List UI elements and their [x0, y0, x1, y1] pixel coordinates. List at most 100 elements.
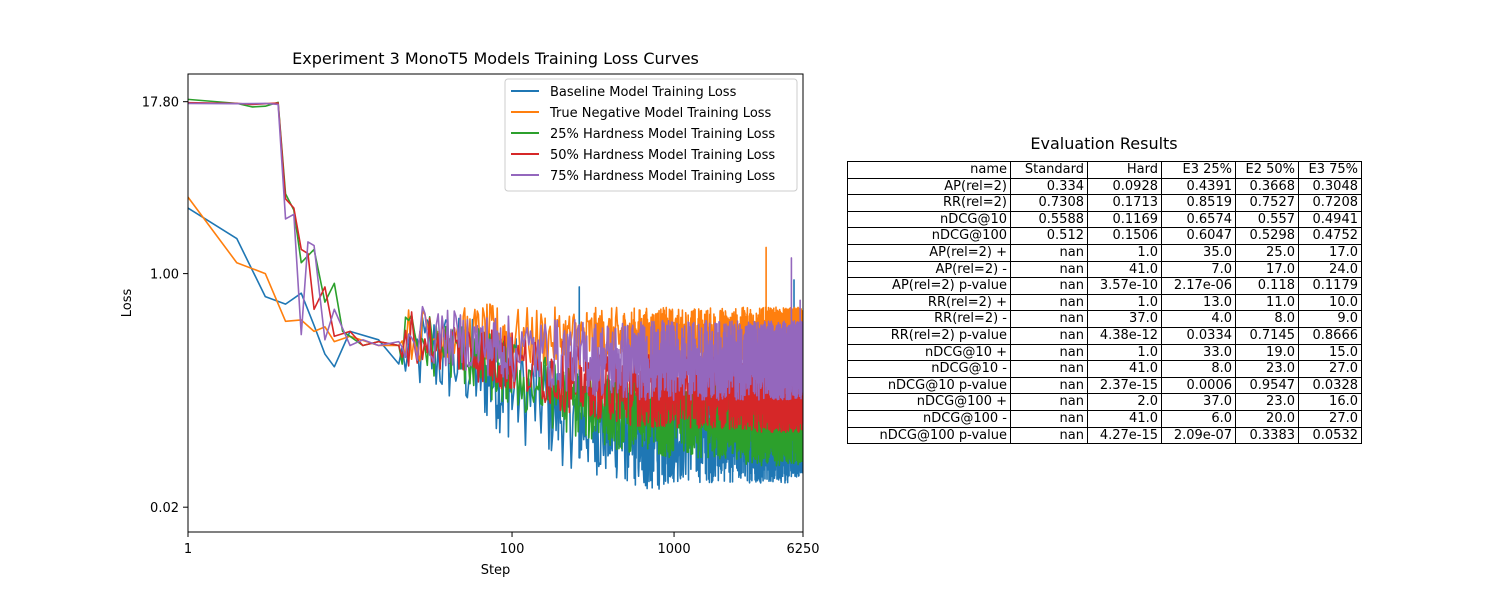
table-row: nDCG@100 p-value nan 4.27e-15 2.09e-07 0.338…: [847, 426, 1362, 445]
table-cell: 23.0: [1235, 360, 1299, 378]
table-cell: 0.4752: [1298, 227, 1362, 245]
table-cell: 2.37e-15: [1087, 376, 1162, 395]
table-cell: nan: [1010, 376, 1088, 395]
series-layer: [188, 98, 803, 490]
table-body: AP(rel=2) 0.334 0.0928 0.4391 0.3668 0.3048 RR…: [847, 177, 1362, 445]
x-tick-label: 1000: [658, 542, 691, 557]
table-row: nDCG@10 p-value nan 2.37e-15 0.0006 0.9547 0.…: [847, 376, 1362, 395]
table-header-cell: Standard: [1010, 161, 1088, 179]
table-cell: 27.0: [1298, 360, 1362, 378]
table-cell: 0.557: [1235, 210, 1299, 229]
series-line-4: [188, 102, 803, 401]
table-cell: 0.7145: [1235, 326, 1299, 345]
legend-label: Baseline Model Training Loss: [550, 85, 737, 100]
table-cell: 41.0: [1087, 360, 1162, 378]
table-cell: 0.1506: [1087, 227, 1162, 245]
plot-frame: [187, 73, 804, 533]
table-cell: 16.0: [1298, 393, 1362, 411]
table-cell: 0.9547: [1235, 376, 1299, 395]
legend-label: 50% Hardness Model Training Loss: [550, 148, 775, 163]
table-cell: nDCG@10 -: [847, 360, 1011, 378]
table-title: Evaluation Results: [1030, 134, 1178, 153]
legend-label: 75% Hardness Model Training Loss: [550, 169, 775, 184]
table-cell: 13.0: [1161, 293, 1236, 312]
y-tick-label: 1.00: [150, 268, 179, 283]
table-cell: nan: [1010, 326, 1088, 345]
table-cell: 0.512: [1010, 227, 1088, 245]
evaluation-results-table: name Standard Hard E3 25% E2 50% E3 75% AP(re…: [847, 161, 1362, 445]
table-cell: 25.0: [1235, 243, 1299, 262]
table-cell: nan: [1010, 260, 1088, 279]
table-cell: 20.0: [1235, 409, 1299, 428]
table-cell: 10.0: [1298, 293, 1362, 312]
table-cell: nan: [1010, 426, 1088, 445]
table-cell: 7.0: [1161, 260, 1236, 279]
table-cell: nan: [1010, 409, 1088, 428]
table-cell: 6.0: [1161, 409, 1236, 428]
table-cell: 37.0: [1161, 393, 1236, 411]
ticks-layer: 1 100 1000 6250 0.02 1.00 17.80: [142, 96, 820, 557]
table-cell: RR(rel=2) -: [847, 310, 1011, 328]
table-header-cell: E3 75%: [1298, 161, 1362, 179]
table-cell: 0.1179: [1298, 277, 1362, 295]
table-cell: nDCG@10 p-value: [847, 376, 1011, 395]
table-cell: 17.0: [1235, 260, 1299, 279]
table-cell: AP(rel=2) p-value: [847, 277, 1011, 295]
table-cell: 0.0328: [1298, 376, 1362, 395]
table-header-row: name Standard Hard E3 25% E2 50% E3 75%: [847, 161, 1362, 179]
table-cell: RR(rel=2) +: [847, 293, 1011, 312]
table-cell: 0.0334: [1161, 326, 1236, 345]
table-cell: AP(rel=2) +: [847, 243, 1011, 262]
table-row: AP(rel=2) 0.334 0.0928 0.4391 0.3668 0.3048: [847, 177, 1362, 196]
table-row: nDCG@10 - nan 41.0 8.0 23.0 27.0: [847, 360, 1362, 378]
table-cell: 0.118: [1235, 277, 1299, 295]
table-row: nDCG@100 0.512 0.1506 0.6047 0.5298 0.4752: [847, 227, 1362, 245]
table-row: RR(rel=2) p-value nan 4.38e-12 0.0334 0.7145…: [847, 326, 1362, 345]
table-cell: nan: [1010, 310, 1088, 328]
x-tick-label: 100: [500, 542, 525, 557]
table-cell: 0.3383: [1235, 426, 1299, 445]
table-cell: 0.7308: [1010, 194, 1088, 212]
table-cell: 17.0: [1298, 243, 1362, 262]
table-cell: 41.0: [1087, 409, 1162, 428]
table-row: AP(rel=2) + nan 1.0 35.0 25.0 17.0: [847, 243, 1362, 262]
table-cell: AP(rel=2): [847, 177, 1011, 196]
x-tick-label: 6250: [786, 542, 819, 557]
table-row: RR(rel=2) 0.7308 0.1713 0.8519 0.7527 0.7208: [847, 194, 1362, 212]
legend-label: True Negative Model Training Loss: [549, 106, 772, 121]
table-cell: 0.4391: [1161, 177, 1236, 196]
legend-box: [504, 78, 798, 192]
table-row: RR(rel=2) + nan 1.0 13.0 11.0 10.0: [847, 293, 1362, 312]
table-cell: 37.0: [1087, 310, 1162, 328]
table-row: RR(rel=2) - nan 37.0 4.0 8.0 9.0: [847, 310, 1362, 328]
table-cell: nan: [1010, 343, 1088, 362]
table-cell: AP(rel=2) -: [847, 260, 1011, 279]
table-cell: 0.1169: [1087, 210, 1162, 229]
table-cell: 8.0: [1161, 360, 1236, 378]
table-cell: 0.334: [1010, 177, 1088, 196]
chart-title: Experiment 3 MonoT5 Models Training Loss…: [292, 49, 699, 68]
table-cell: 9.0: [1298, 310, 1362, 328]
table-cell: 4.27e-15: [1087, 426, 1162, 445]
table-cell: 1.0: [1087, 243, 1162, 262]
table-cell: 2.0: [1087, 393, 1162, 411]
table-cell: nDCG@10 +: [847, 343, 1011, 362]
table-cell: nDCG@100 p-value: [847, 426, 1011, 445]
table-cell: nan: [1010, 393, 1088, 411]
table-cell: 0.1713: [1087, 194, 1162, 212]
x-tick-label: 1: [184, 542, 192, 557]
table-cell: 0.3048: [1298, 177, 1362, 196]
table-cell: nDCG@10: [847, 210, 1011, 229]
table-row: nDCG@10 0.5588 0.1169 0.6574 0.557 0.4941: [847, 210, 1362, 229]
table-cell: nDCG@100 +: [847, 393, 1011, 411]
table-cell: 0.0006: [1161, 376, 1236, 395]
table-cell: 0.8519: [1161, 194, 1236, 212]
table-cell: 1.0: [1087, 293, 1162, 312]
table-row: AP(rel=2) - nan 41.0 7.0 17.0 24.0: [847, 260, 1362, 279]
table-cell: nan: [1010, 293, 1088, 312]
table-cell: 0.4941: [1298, 210, 1362, 229]
table-header-cell: name: [847, 161, 1011, 179]
table-cell: 3.57e-10: [1087, 277, 1162, 295]
